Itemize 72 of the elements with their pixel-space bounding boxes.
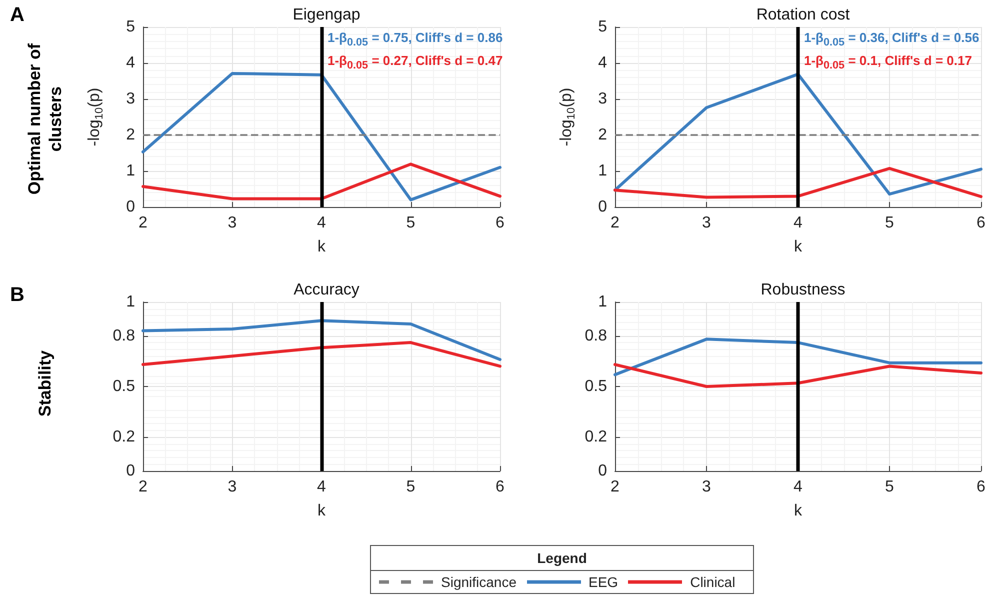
- y-tick-label: 1: [598, 294, 608, 310]
- y-tick-label: 0.8: [112, 327, 136, 344]
- y-tick-label: 0.8: [584, 327, 608, 344]
- x-tick-label: 2: [610, 214, 620, 232]
- legend-title: Legend: [371, 546, 753, 571]
- text: A: [10, 4, 24, 27]
- y-tick-label: 2: [598, 126, 608, 144]
- x-tick-label: 5: [406, 478, 416, 496]
- x-tick-label: 3: [702, 478, 712, 496]
- y-tick-label: 0: [598, 462, 608, 480]
- y-tick-label: 1: [126, 162, 136, 180]
- text: B: [10, 284, 24, 307]
- line-series: [142, 162, 502, 200]
- y-tick-label: 0.5: [584, 378, 608, 395]
- y-axis-title: -log10(p): [558, 88, 578, 146]
- y-tick-label: 1: [598, 162, 608, 180]
- y-tick-label: 0: [598, 198, 608, 216]
- x-tick-label: 5: [406, 214, 416, 232]
- x-tick-label: 6: [976, 478, 986, 496]
- x-tick-label: 5: [885, 214, 894, 232]
- text: Optimal number of clusters: [24, 42, 66, 196]
- y-axis-title: -log10(p): [86, 88, 106, 146]
- x-axis-title: k: [794, 238, 803, 256]
- chart-title: Rotation cost: [756, 6, 850, 24]
- y-tick-label: 4: [126, 54, 136, 72]
- line-series: [142, 72, 502, 202]
- x-axis-title: k: [794, 502, 803, 520]
- y-tick-label: 0.5: [112, 378, 136, 395]
- x-tick-label: 3: [228, 214, 237, 232]
- x-tick-label: 4: [317, 214, 326, 232]
- y-tick-label: 1: [126, 294, 136, 310]
- legend-label: EEG: [588, 574, 618, 590]
- x-axis-title: k: [318, 502, 326, 520]
- legend-label: Clinical: [690, 574, 736, 590]
- line-series: [614, 72, 982, 196]
- y-tick-label: 2: [126, 126, 136, 144]
- line-series: [142, 341, 502, 368]
- x-tick-label: 6: [496, 478, 505, 496]
- y-tick-label: 0: [126, 462, 136, 480]
- x-tick-label: 2: [610, 478, 620, 496]
- line-series: [614, 166, 982, 199]
- annotation: 1-β$_{0.05}$ = 0.36, Cliff's d = 0.56: [804, 30, 980, 51]
- annotation: 1-β$_{0.05}$ = 0.75, Cliff's d = 0.86: [328, 30, 503, 51]
- x-tick-label: 5: [885, 478, 894, 496]
- x-axis-title: k: [318, 238, 326, 256]
- x-tick-label: 6: [496, 214, 505, 232]
- line-series: [142, 319, 502, 361]
- annotation: 1-β$_{0.05}$ = 0.27, Cliff's d = 0.47: [328, 53, 503, 74]
- y-tick-label: 5: [598, 18, 608, 36]
- legend-label: Significance: [441, 574, 516, 590]
- y-tick-label: 0.2: [584, 428, 608, 446]
- x-tick-label: 2: [138, 214, 148, 232]
- chart-title: Eigengap: [292, 6, 360, 24]
- y-tick-label: 0.2: [112, 428, 136, 446]
- x-tick-label: 3: [228, 478, 237, 496]
- x-tick-label: 4: [794, 478, 803, 496]
- chart-title: Robustness: [760, 282, 846, 298]
- x-tick-label: 4: [317, 478, 326, 496]
- x-tick-label: 4: [794, 214, 803, 232]
- y-tick-label: 3: [126, 90, 136, 108]
- line-series: [614, 363, 982, 388]
- y-tick-label: 4: [598, 54, 608, 72]
- y-tick-label: 0: [126, 198, 136, 216]
- annotation: 1-β$_{0.05}$ = 0.1, Cliff's d = 0.17: [804, 53, 972, 74]
- x-tick-label: 2: [138, 478, 148, 496]
- text: Stability: [34, 349, 56, 419]
- y-tick-label: 5: [126, 18, 136, 36]
- x-tick-label: 6: [976, 214, 986, 232]
- chart-title: Accuracy: [294, 282, 360, 298]
- line-series: [614, 338, 982, 376]
- x-tick-label: 3: [702, 214, 712, 232]
- y-tick-label: 3: [598, 90, 608, 108]
